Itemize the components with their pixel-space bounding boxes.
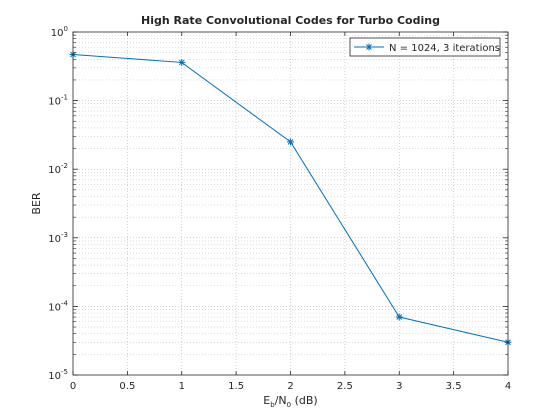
y-tick-label: 100 <box>51 25 68 39</box>
x-tick-label: 1 <box>179 381 185 392</box>
legend-box <box>349 37 501 57</box>
x-tick-label: 0 <box>70 381 76 392</box>
major-grid <box>73 32 508 375</box>
x-tick-label: 4 <box>505 381 511 392</box>
legend: N = 1024, 3 iterations <box>349 37 501 57</box>
chart-title: High Rate Convolutional Codes for Turbo … <box>141 14 440 27</box>
minor-grid <box>73 34 508 355</box>
y-axis-label: BER <box>30 192 43 214</box>
x-tick-label: 3.5 <box>446 381 462 392</box>
x-tick-label: 2 <box>287 381 293 392</box>
y-tick-label: 10-5 <box>48 368 68 382</box>
y-tick-label: 10-2 <box>48 162 68 176</box>
data-point-marker <box>287 138 294 146</box>
series-layer <box>69 50 512 346</box>
legend-marker-symbol <box>365 43 373 51</box>
x-tick-label: 1.5 <box>228 381 244 392</box>
y-tick-label: 10-4 <box>48 299 68 313</box>
data-point-marker <box>395 313 403 321</box>
x-tick-label: 0.5 <box>119 381 135 392</box>
ticks-layer: 0 0.5 1 1.5 2 2.5 3 3.5 4 100 10-1 10-2 10-3 10-4 10-5 <box>48 25 511 392</box>
x-axis-label: Eb/N0 (dB) <box>263 394 317 409</box>
legend-entry: N = 1024, 3 iterations <box>389 43 500 54</box>
legend-marker-asterisk <box>365 43 373 51</box>
y-tick-label: 10-1 <box>48 94 68 108</box>
x-tick-label: 3 <box>396 381 402 392</box>
x-tick-label: 2.5 <box>337 381 353 392</box>
y-tick-label: 10-3 <box>48 231 68 245</box>
data-point-marker <box>178 58 186 66</box>
